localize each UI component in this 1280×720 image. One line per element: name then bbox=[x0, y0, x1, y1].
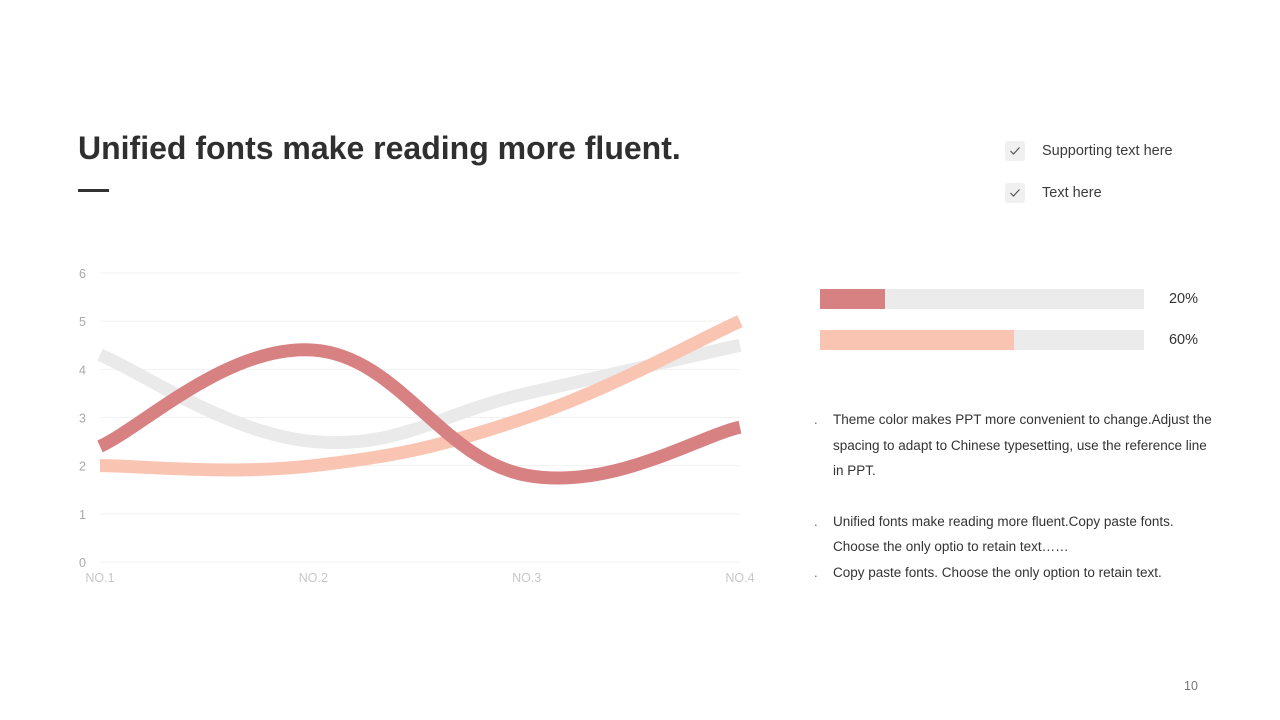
bullet-icon: . bbox=[814, 513, 818, 529]
series-line bbox=[97, 338, 742, 450]
x-tick-label: NO.1 bbox=[85, 571, 114, 585]
checklist-item: Supporting text here bbox=[1005, 141, 1173, 161]
chart-svg: 0 1 2 3 4 5 6 NO.1 NO.2 NO.3 NO.4 bbox=[79, 267, 755, 585]
y-tick-label: 0 bbox=[79, 556, 86, 570]
note-text: Copy paste fonts. Choose the only option… bbox=[833, 564, 1162, 580]
check-icon bbox=[1005, 183, 1025, 203]
slide-title: Unified fonts make reading more fluent. bbox=[78, 130, 681, 166]
note-text: Theme color makes PPT more convenient to… bbox=[833, 412, 1212, 478]
page-number: 10 bbox=[1184, 679, 1198, 693]
check-icon bbox=[1005, 141, 1025, 161]
y-tick-label: 4 bbox=[79, 363, 86, 377]
progress-bar-track bbox=[820, 289, 1144, 309]
y-tick-label: 1 bbox=[79, 508, 86, 522]
note-item: . Theme color makes PPT more convenient … bbox=[812, 407, 1212, 484]
title-underline bbox=[78, 189, 109, 192]
series-line bbox=[97, 343, 742, 485]
progress-bars: 20% 60% bbox=[820, 289, 1210, 371]
bullet-icon: . bbox=[814, 412, 818, 427]
checklist-item: Text here bbox=[1005, 183, 1173, 203]
x-tick-label: NO.2 bbox=[299, 571, 328, 585]
y-tick-label: 2 bbox=[79, 460, 86, 474]
y-tick-label: 5 bbox=[79, 315, 86, 329]
progress-bar-track bbox=[820, 330, 1144, 350]
notes-list: . Theme color makes PPT more convenient … bbox=[812, 407, 1212, 585]
series-line bbox=[99, 315, 743, 477]
progress-bar-row: 20% bbox=[820, 289, 1210, 309]
progress-bar-row: 60% bbox=[820, 330, 1210, 350]
note-text: Unified fonts make reading more fluent.C… bbox=[833, 513, 1174, 555]
progress-bar-fill bbox=[820, 330, 1015, 350]
y-tick-label: 6 bbox=[79, 267, 86, 281]
line-chart: 0 1 2 3 4 5 6 NO.1 NO.2 NO.3 NO.4 bbox=[60, 255, 780, 595]
checklist-item-label: Supporting text here bbox=[1042, 143, 1173, 159]
x-tick-label: NO.4 bbox=[725, 571, 754, 585]
note-item: . Unified fonts make reading more fluent… bbox=[812, 509, 1212, 560]
y-tick-label: 3 bbox=[79, 412, 86, 426]
checklist-item-label: Text here bbox=[1042, 185, 1102, 201]
progress-bar-value: 60% bbox=[1168, 332, 1198, 348]
x-tick-label: NO.3 bbox=[512, 571, 541, 585]
checklist: Supporting text here Text here bbox=[1005, 141, 1173, 225]
progress-bar-fill bbox=[820, 289, 885, 309]
bullet-icon: . bbox=[814, 564, 818, 580]
note-item: . Copy paste fonts. Choose the only opti… bbox=[812, 560, 1212, 586]
progress-bar-value: 20% bbox=[1168, 291, 1198, 307]
